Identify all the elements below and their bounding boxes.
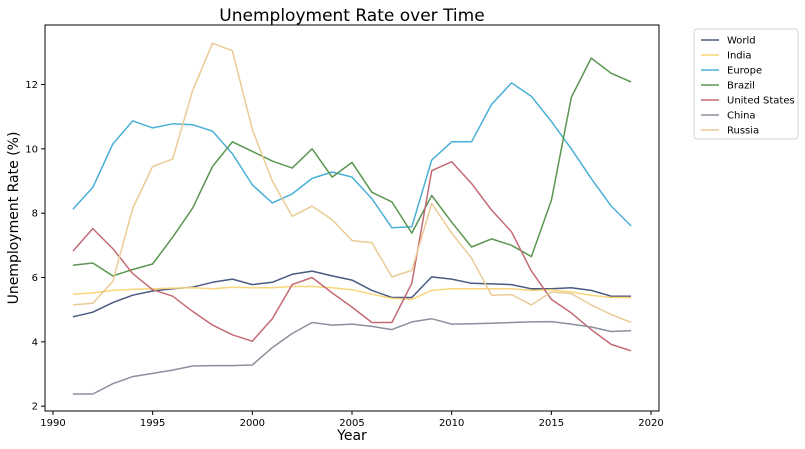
x-tick-label: 2020 (638, 418, 663, 429)
y-axis-ticks: 2 4 6 8 10 12 (25, 80, 45, 413)
y-tick-label: 4 (32, 337, 38, 348)
series-line-5 (72, 317, 632, 395)
x-tick-label: 2000 (240, 418, 265, 429)
x-tick-label: 1995 (140, 418, 165, 429)
legend-box (693, 28, 799, 140)
x-axis-label: Year (336, 428, 367, 444)
series-line-0 (72, 270, 632, 318)
x-axis-ticks: 1990 1995 2000 2005 2010 2015 2020 (40, 411, 664, 429)
series-line-1 (72, 285, 632, 301)
x-tick-label: 2010 (439, 418, 464, 429)
y-tick-label: 10 (25, 144, 38, 155)
legend-label-4: United States (727, 96, 795, 107)
y-axis-label: Unemployment Rate (%) (6, 132, 22, 305)
legend-label-2: Europe (727, 66, 762, 77)
y-tick-label: 8 (32, 209, 38, 220)
plot-lines (72, 42, 632, 395)
legend-label-6: Russia (727, 126, 759, 137)
legend-label-1: India (727, 51, 752, 62)
legend-label-3: Brazil (727, 81, 755, 92)
legend-label-5: China (727, 111, 756, 122)
y-tick-label: 12 (25, 80, 38, 91)
series-line-6 (72, 42, 632, 324)
chart-title: Unemployment Rate over Time (219, 6, 484, 26)
plot-area-frame (44, 24, 660, 412)
x-tick-label: 1990 (40, 418, 65, 429)
y-tick-label: 2 (32, 402, 38, 413)
series-line-4 (72, 160, 632, 352)
legend-label-0: World (727, 36, 756, 47)
legend: World India Europe Brazil United States China… (693, 28, 799, 140)
series-line-3 (72, 57, 632, 277)
x-tick-label: 2015 (539, 418, 564, 429)
x-tick-label: 2005 (339, 418, 364, 429)
y-tick-label: 6 (32, 273, 38, 284)
series-line-2 (72, 82, 632, 229)
